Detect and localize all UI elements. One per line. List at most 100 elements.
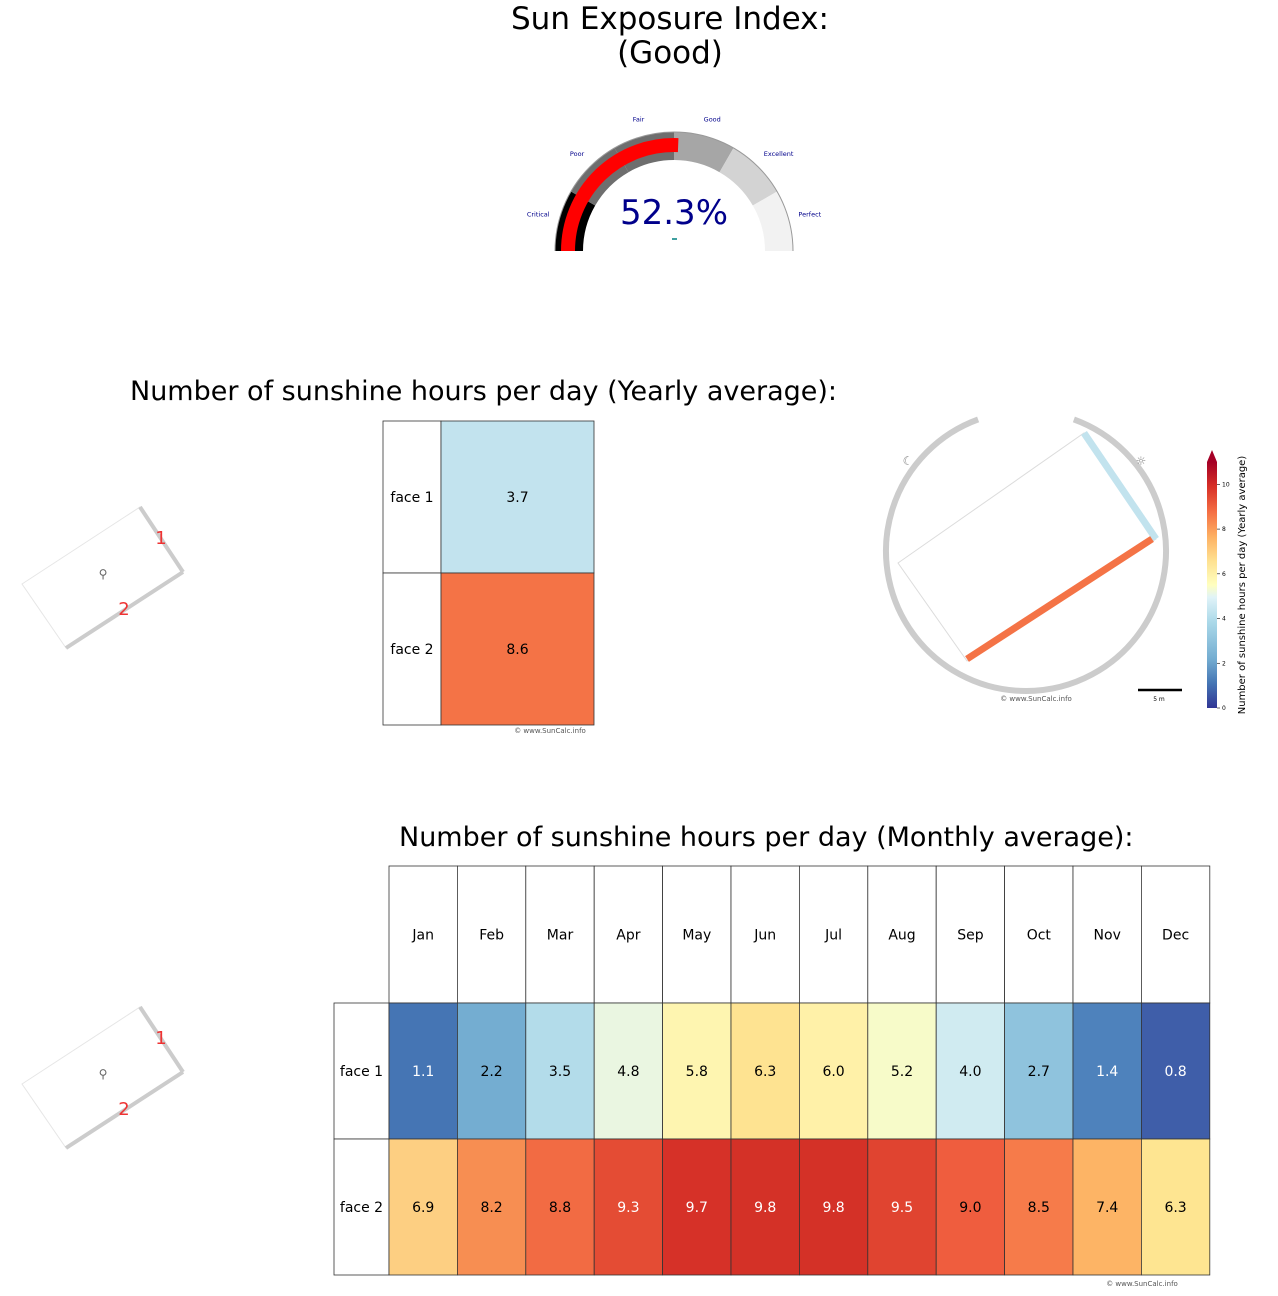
- month-header-nov: Nov: [1094, 928, 1121, 944]
- month-header-cell: [1004, 865, 1074, 1004]
- sun-path-arc: [883, 416, 1169, 694]
- yearly-watermark: © www.SunCalc.info: [514, 727, 586, 735]
- month-header-feb: Feb: [479, 928, 504, 944]
- yearly-value: 8.6: [506, 642, 528, 658]
- map-face-2: [965, 536, 1154, 662]
- monthly-value: 9.3: [617, 1200, 639, 1216]
- monthly-value: 9.0: [959, 1200, 981, 1216]
- compass-icon: ⚲: [99, 567, 108, 581]
- monthly-value: 5.8: [686, 1064, 708, 1080]
- monthly-value-cell: [935, 1002, 1006, 1140]
- month-header-cell: [593, 865, 664, 1004]
- monthly-building-diagram: ⚲ 1 2: [21, 1005, 185, 1150]
- month-header-cell: [730, 865, 800, 1004]
- monthly-watermark: © www.SunCalc.info: [1106, 1280, 1178, 1288]
- month-header-jul: Jul: [824, 928, 842, 944]
- monthly-value: 9.8: [754, 1200, 776, 1216]
- monthly-value-cell: [1141, 1002, 1211, 1140]
- monthly-row-label: face 2: [340, 1200, 383, 1216]
- gauge-value: 52.3%: [620, 193, 728, 233]
- sun-map: ☾ ☼ 5 m © www.SunCalc.info 0 2 4 6 8 10 Numbe…: [883, 416, 1248, 714]
- yearly-row-label: face 2: [390, 642, 433, 658]
- gauge-label-fair: Fair: [633, 116, 645, 124]
- month-header-cell: [457, 865, 527, 1004]
- month-header-mar: Mar: [547, 928, 574, 944]
- monthly-value: 5.2: [891, 1064, 913, 1080]
- monthly-value: 9.5: [891, 1200, 913, 1216]
- colorbar-tick-label: 4: [1222, 616, 1226, 623]
- gauge-label-excellent: Excellent: [764, 150, 794, 158]
- colorbar-tick-label: 6: [1222, 571, 1226, 578]
- yearly-row-label-cell: [382, 572, 442, 726]
- monthly-value-cell: [662, 1138, 732, 1276]
- yearly-building-diagram: ⚲ 1 2: [21, 505, 185, 650]
- monthly-value: 1.4: [1096, 1064, 1118, 1080]
- monthly-value: 6.3: [754, 1064, 776, 1080]
- building-outline: [897, 432, 1157, 662]
- yearly-value-cell: [440, 572, 595, 726]
- monthly-section-title: Number of sunshine hours per day (Monthl…: [399, 822, 1134, 853]
- monthly-row-label-cell: [333, 1002, 390, 1140]
- gauge-outline: [554, 131, 794, 252]
- map-face-1: [1081, 431, 1159, 541]
- monthly-value: 9.8: [822, 1200, 844, 1216]
- monthly-value-cell: [662, 1002, 732, 1140]
- compass-icon: ⚲: [99, 1067, 108, 1081]
- monthly-value: 8.5: [1028, 1200, 1050, 1216]
- scale-label: 5 m: [1153, 696, 1165, 703]
- monthly-value-cell: [730, 1138, 800, 1276]
- monthly-value: 6.3: [1164, 1200, 1186, 1216]
- monthly-value: 3.5: [549, 1064, 571, 1080]
- monthly-value: 1.1: [412, 1064, 434, 1080]
- monthly-value-cell: [593, 1138, 664, 1276]
- yearly-value: 3.7: [506, 490, 528, 506]
- face-1-marker: 1: [155, 1028, 166, 1049]
- monthly-value-cell: [1004, 1002, 1074, 1140]
- month-header-may: May: [682, 928, 711, 944]
- colorbar-extend-arrow: [1207, 450, 1217, 462]
- monthly-value-cell: [798, 1138, 869, 1276]
- gauge-label-good: Good: [704, 116, 721, 124]
- monthly-row-label: face 1: [340, 1064, 383, 1080]
- face-2-marker: 2: [118, 1099, 129, 1120]
- monthly-value-cell: [1141, 1138, 1211, 1276]
- face-1-marker: 1: [155, 528, 166, 549]
- yearly-section-title: Number of sunshine hours per day (Yearly…: [130, 376, 838, 407]
- map-watermark: © www.SunCalc.info: [1000, 695, 1072, 703]
- gauge-label-critical: Critical: [527, 210, 550, 218]
- monthly-value: 2.2: [480, 1064, 502, 1080]
- monthly-value: 9.7: [686, 1200, 708, 1216]
- monthly-value-cell: [867, 1138, 937, 1276]
- colorbar-tick-label: 0: [1222, 705, 1226, 712]
- monthly-value: 2.7: [1028, 1064, 1050, 1080]
- monthly-value-cell: [935, 1138, 1006, 1276]
- monthly-value-cell: [1072, 1002, 1142, 1140]
- sun-exposure-gauge: 52.3% Critical Poor Fair Good Excellent Perfe…: [527, 116, 822, 252]
- colorbar-tick-label: 8: [1222, 526, 1226, 533]
- face-2-edge: [64, 570, 185, 650]
- monthly-value-cell: [388, 1002, 458, 1140]
- gauge-indicator-arc: [561, 138, 679, 252]
- month-header-oct: Oct: [1027, 928, 1052, 944]
- month-header-sep: Sep: [957, 928, 984, 944]
- monthly-value-cell: [1072, 1138, 1142, 1276]
- monthly-value-cell: [730, 1002, 800, 1140]
- gauge-label-perfect: Perfect: [798, 210, 821, 218]
- yearly-row-label-cell: [382, 420, 442, 574]
- monthly-value-cell: [1004, 1138, 1074, 1276]
- colorbar-tick-label: 2: [1222, 660, 1226, 667]
- month-header-aug: Aug: [888, 928, 915, 944]
- monthly-table: Jan Feb Mar Apr May Jun Jul Aug Sep Oct Nov Dec face…: [333, 865, 1211, 1288]
- page-title: Sun Exposure Index: (Good): [0, 2, 1278, 70]
- gauge-band-perfect: [752, 191, 793, 252]
- sun-icon: ☼: [1136, 454, 1147, 468]
- monthly-value-cell: [867, 1002, 937, 1140]
- monthly-value: 4.0: [959, 1064, 981, 1080]
- monthly-value: 6.0: [822, 1064, 844, 1080]
- month-header-apr: Apr: [616, 928, 640, 944]
- gauge-band-excellent: [719, 147, 778, 206]
- month-header-cell: [867, 865, 937, 1004]
- month-header-jan: Jan: [411, 928, 434, 944]
- face-1-edge: [138, 505, 185, 574]
- monthly-value-cell: [525, 1138, 595, 1276]
